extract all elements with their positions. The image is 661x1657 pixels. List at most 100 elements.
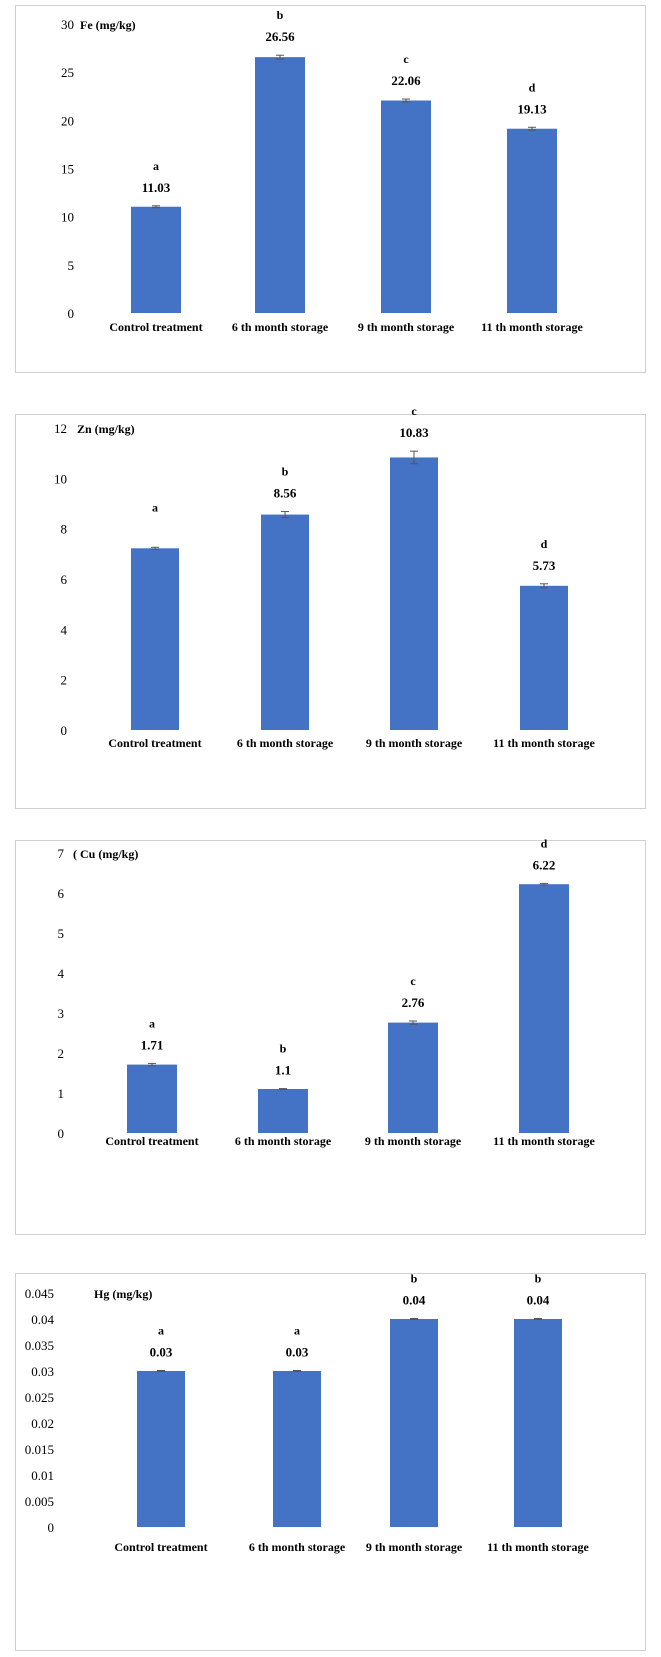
y-tick-label: 0.035: [25, 1338, 54, 1353]
data-label: 22.06: [391, 73, 421, 88]
x-tick-label: 11 th month storage: [481, 320, 583, 334]
fe-chart-panel: 0 5 10 15 20 25 30 Fe (mg/kg) 11.03 a Control trea…: [15, 5, 646, 373]
significance-letter: a: [149, 1016, 155, 1030]
significance-letter: c: [411, 404, 417, 418]
x-tick-label: Control treatment: [114, 1540, 207, 1554]
y-axis-label: Zn (mg/kg): [77, 422, 135, 436]
y-tick-label: 0.03: [31, 1364, 54, 1379]
data-label: 26.56: [265, 29, 295, 44]
y-tick-label: 10: [54, 471, 67, 486]
bar: [507, 128, 557, 313]
significance-letter: c: [410, 974, 416, 988]
y-tick-label: 0.04: [31, 1312, 54, 1327]
bar: [519, 884, 569, 1133]
y-tick-label: 0.01: [31, 1468, 54, 1483]
x-tick-label: 9 th month storage: [365, 1134, 462, 1148]
y-tick-label: 2: [58, 1046, 65, 1061]
x-tick-label: 6 th month storage: [235, 1134, 332, 1148]
significance-letter: b: [280, 1042, 287, 1056]
y-tick-label: 6: [61, 572, 68, 587]
significance-letter: a: [153, 159, 159, 173]
significance-letter: b: [535, 1271, 542, 1285]
bar: [258, 1089, 308, 1133]
y-tick-label: 0.045: [25, 1286, 54, 1301]
significance-letter: b: [411, 1271, 418, 1285]
y-axis-label: ( Cu (mg/kg): [73, 847, 138, 861]
data-label: 5.73: [533, 558, 556, 573]
data-label: 0.04: [527, 1292, 550, 1307]
bar: [390, 1319, 438, 1527]
x-tick-label: 9 th month storage: [366, 1540, 463, 1554]
y-tick-label: 4: [61, 622, 68, 637]
x-tick-label: 6 th month storage: [249, 1540, 346, 1554]
bar: [131, 548, 179, 730]
significance-letter: a: [152, 500, 158, 514]
x-tick-label: 9 th month storage: [358, 320, 455, 334]
x-tick-label: 9 th month storage: [366, 736, 463, 750]
y-tick-label: 0.02: [31, 1416, 54, 1431]
bar: [520, 585, 568, 730]
y-tick-label: 5: [58, 926, 65, 941]
y-tick-label: 0: [61, 723, 68, 738]
y-tick-label: 0.025: [25, 1390, 54, 1405]
y-tick-label: 20: [61, 113, 74, 128]
data-label: 11.03: [142, 180, 171, 195]
y-tick-label: 1: [58, 1086, 65, 1101]
data-label: 1.1: [275, 1063, 291, 1078]
y-tick-label: 0: [48, 1520, 55, 1535]
y-tick-label: 3: [58, 1006, 65, 1021]
y-tick-label: 0: [58, 1126, 65, 1141]
x-tick-label: 11 th month storage: [493, 736, 595, 750]
y-tick-label: 0: [68, 306, 75, 321]
data-label: 19.13: [517, 101, 547, 116]
data-label: 0.04: [403, 1292, 426, 1307]
y-tick-label: 25: [61, 65, 74, 80]
data-label: 2.76: [402, 995, 425, 1010]
significance-letter: d: [541, 836, 548, 850]
bar: [137, 1371, 185, 1527]
significance-letter: b: [277, 8, 284, 22]
x-tick-label: 11 th month storage: [493, 1134, 595, 1148]
hg-bar-chart: 0 0.005 0.01 0.015 0.02 0.025 0.03 0.035 0.04 0.0…: [25, 1271, 590, 1554]
data-label: 0.03: [150, 1344, 173, 1359]
zn-bar-chart: 0 2 4 6 8 10 12 Zn (mg/kg) a Control treatment 8.5…: [54, 404, 596, 750]
y-tick-label: 0.015: [25, 1442, 54, 1457]
y-tick-label: 0.005: [25, 1494, 54, 1509]
y-tick-label: 15: [61, 162, 74, 177]
cu-bar-chart: 0 1 2 3 4 5 6 7 ( Cu (mg/kg) 1.71 a Control treatme…: [58, 836, 596, 1148]
y-tick-label: 5: [68, 258, 75, 273]
significance-letter: d: [541, 537, 548, 551]
data-label: 8.56: [274, 486, 297, 501]
y-tick-label: 8: [61, 522, 68, 537]
y-tick-label: 6: [58, 886, 65, 901]
fe-bar-chart: 0 5 10 15 20 25 30 Fe (mg/kg) 11.03 a Control trea…: [61, 8, 584, 334]
y-tick-label: 7: [58, 846, 65, 861]
data-label: 10.83: [399, 425, 429, 440]
y-tick-label: 4: [58, 966, 65, 981]
significance-letter: a: [294, 1323, 300, 1337]
zn-chart-panel: 0 2 4 6 8 10 12 Zn (mg/kg) a Control treatment 8.5…: [15, 404, 646, 809]
data-label: 1.71: [141, 1037, 164, 1052]
data-label: 0.03: [286, 1344, 309, 1359]
y-axis-label: Hg (mg/kg): [94, 1287, 152, 1301]
cu-chart-panel: 0 1 2 3 4 5 6 7 ( Cu (mg/kg) 1.71 a Control treatme…: [15, 836, 646, 1235]
significance-letter: d: [529, 80, 536, 94]
x-tick-label: Control treatment: [109, 320, 202, 334]
y-tick-label: 10: [61, 210, 74, 225]
bar: [514, 1319, 562, 1527]
bar: [390, 457, 438, 730]
significance-letter: a: [158, 1323, 164, 1337]
significance-letter: c: [403, 52, 409, 66]
x-tick-label: Control treatment: [105, 1134, 198, 1148]
x-tick-label: 6 th month storage: [237, 736, 334, 750]
bar: [131, 206, 181, 313]
bar: [127, 1064, 177, 1133]
x-tick-label: Control treatment: [108, 736, 201, 750]
bar: [261, 514, 309, 730]
y-tick-label: 12: [54, 421, 67, 436]
y-axis-label: Fe (mg/kg): [80, 18, 136, 32]
data-label: 6.22: [533, 857, 556, 872]
hg-chart-panel: 0 0.005 0.01 0.015 0.02 0.025 0.03 0.035 0.04 0.0…: [15, 1271, 646, 1651]
bar: [381, 100, 431, 313]
x-tick-label: 6 th month storage: [232, 320, 329, 334]
